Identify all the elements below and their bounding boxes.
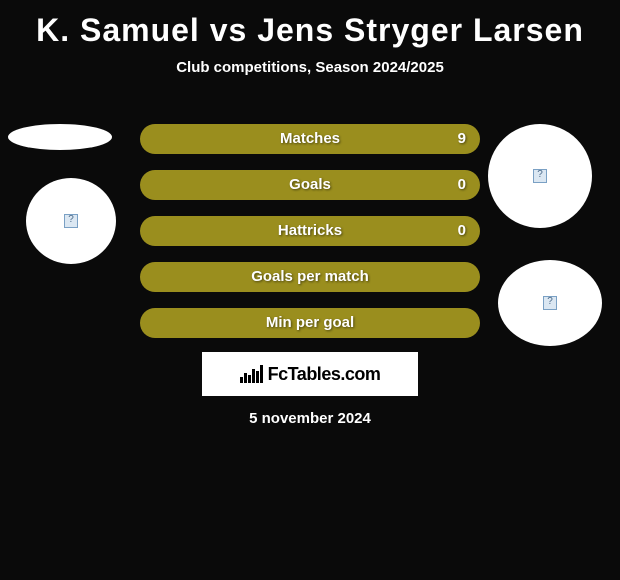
stat-value-right: 0: [458, 216, 466, 246]
stat-value-right: 9: [458, 124, 466, 154]
placeholder-icon: [533, 169, 547, 183]
stat-label: Matches: [140, 124, 480, 154]
fctables-logo: FcTables.com: [202, 352, 418, 396]
stat-label: Min per goal: [140, 308, 480, 338]
subtitle: Club competitions, Season 2024/2025: [0, 59, 620, 76]
stat-row: Goals per match: [140, 262, 480, 292]
stat-label: Goals per match: [140, 262, 480, 292]
placeholder-icon: [64, 214, 78, 228]
player-right-avatar-top: [488, 124, 592, 228]
stat-value-right: 0: [458, 170, 466, 200]
placeholder-icon: [543, 296, 557, 310]
stat-label: Hattricks: [140, 216, 480, 246]
logo-text: FcTables.com: [268, 364, 381, 385]
stat-row: Hattricks0: [140, 216, 480, 246]
stat-row: Matches9: [140, 124, 480, 154]
player-left-avatar: [26, 178, 116, 264]
stat-label: Goals: [140, 170, 480, 200]
date-line: 5 november 2024: [0, 410, 620, 427]
player-left-ellipse-flat: [8, 124, 112, 150]
stats-panel: Matches9Goals0Hattricks0Goals per matchM…: [140, 124, 480, 354]
player-right-avatar-bottom: [498, 260, 602, 346]
stat-row: Min per goal: [140, 308, 480, 338]
page-title: K. Samuel vs Jens Stryger Larsen: [0, 0, 620, 49]
logo-bars-icon: [240, 365, 264, 383]
stat-row: Goals0: [140, 170, 480, 200]
